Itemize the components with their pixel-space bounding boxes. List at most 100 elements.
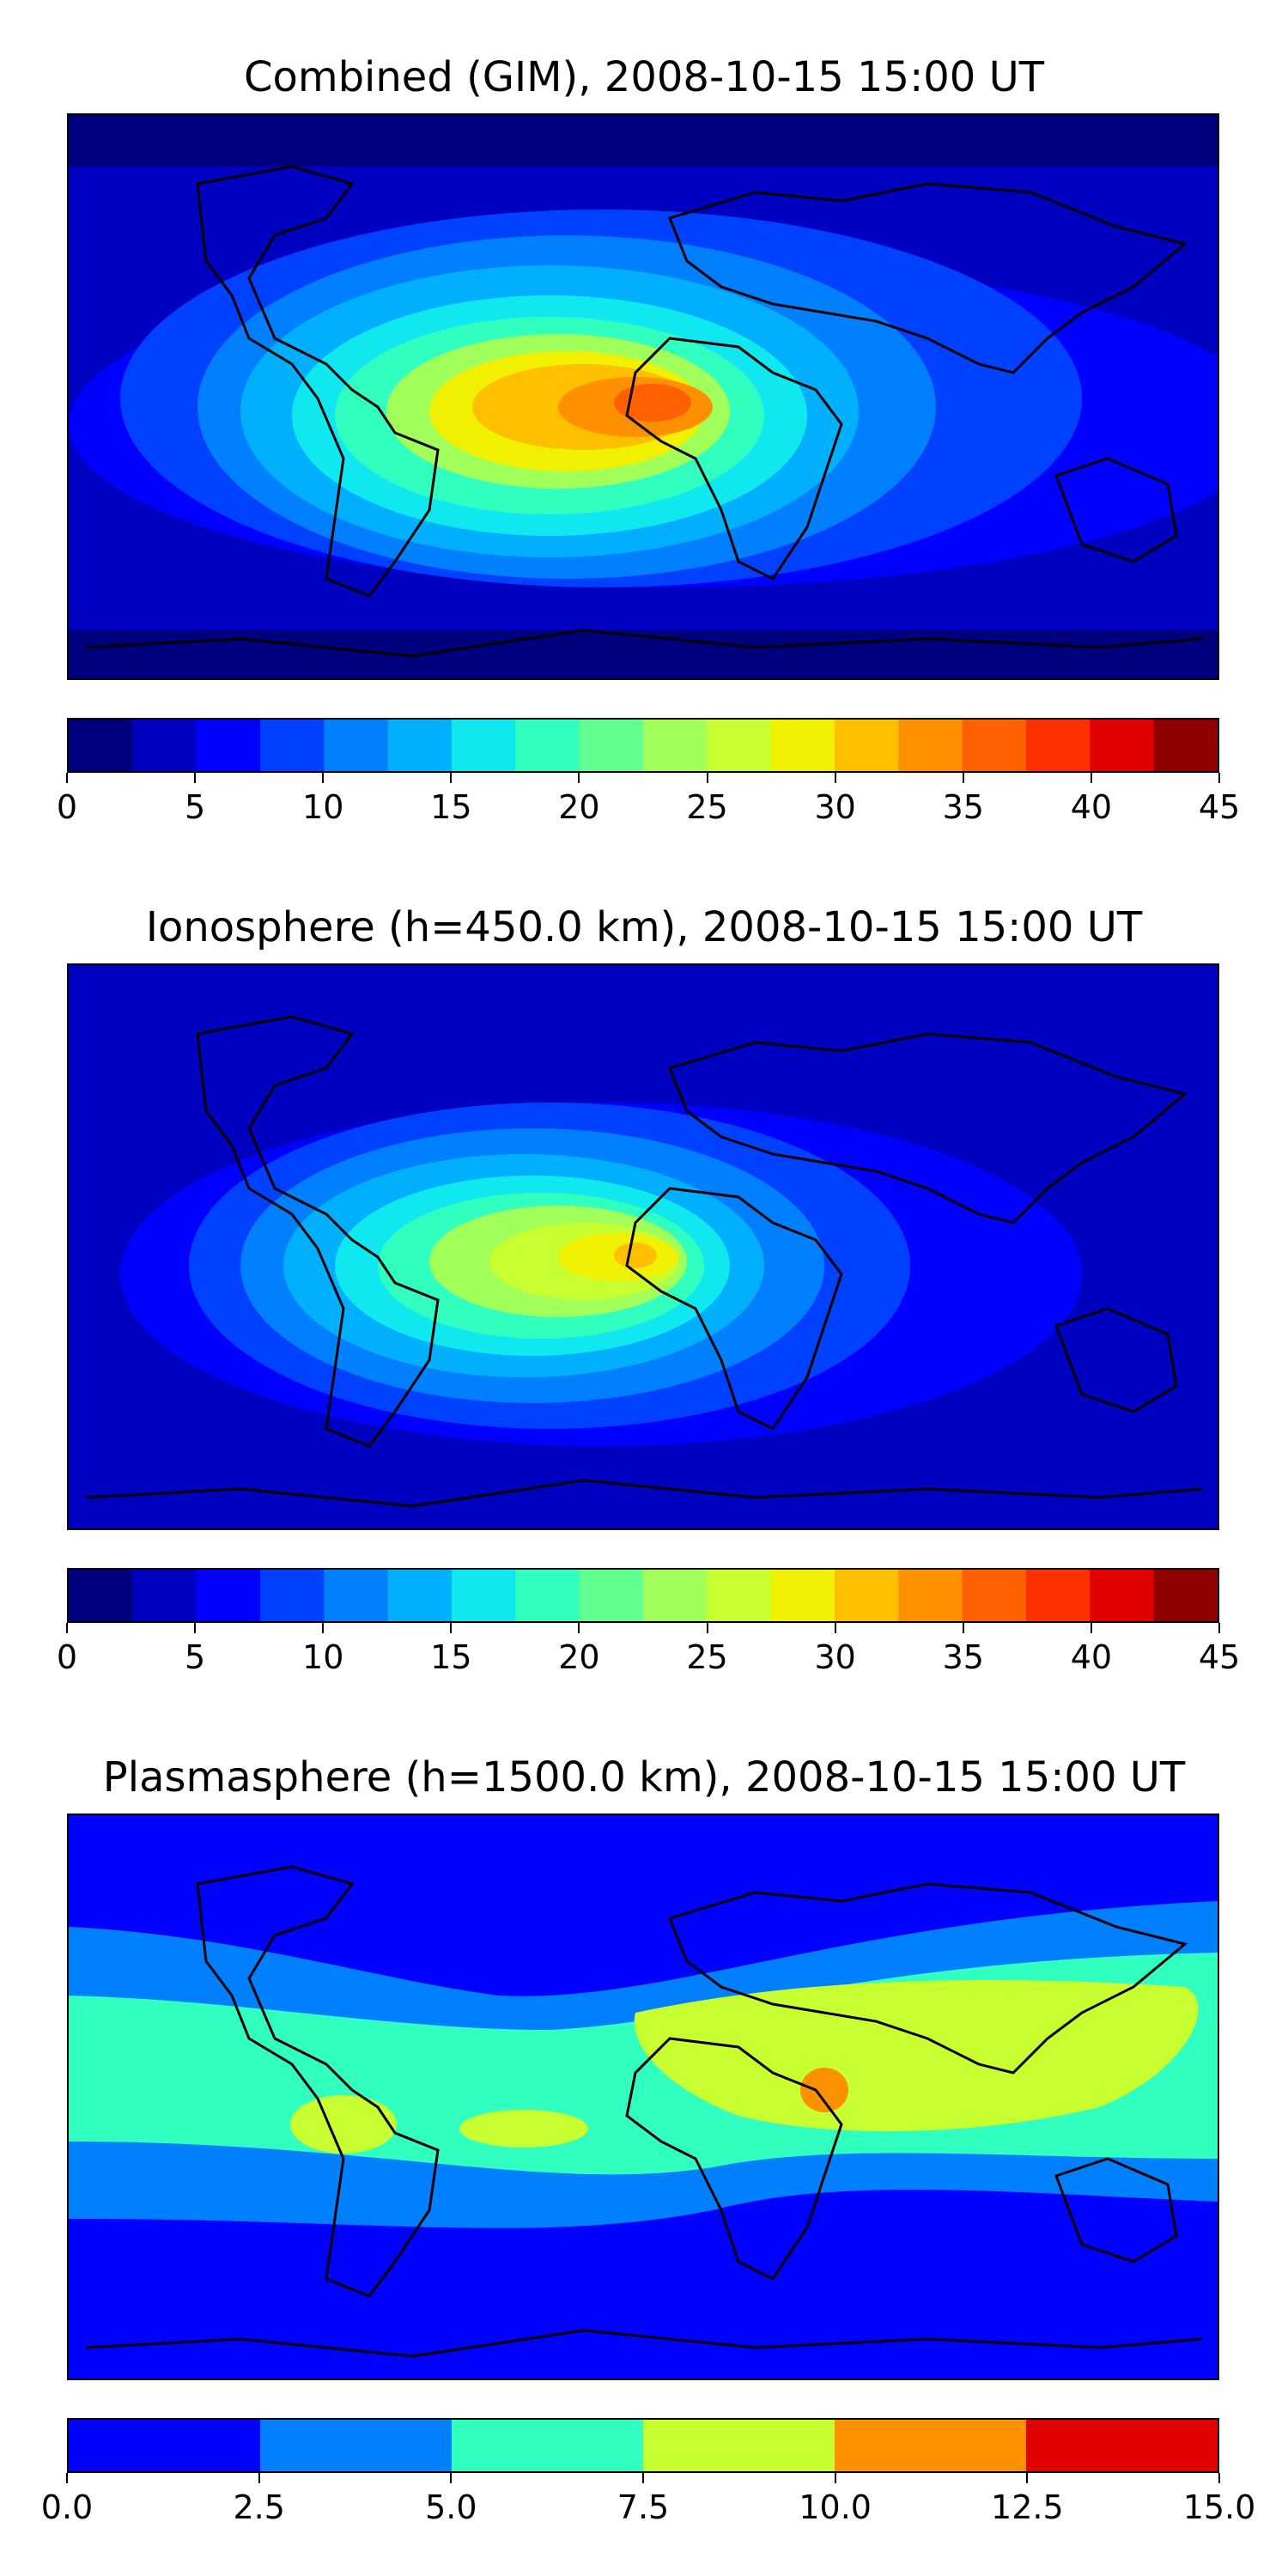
colorbar-segment — [69, 1570, 133, 1621]
colorbar-tick-label: 10.0 — [799, 2488, 872, 2526]
colorbar-segment — [1090, 720, 1155, 771]
colorbar-tick — [1218, 2473, 1220, 2483]
colorbar-tick — [322, 1623, 325, 1633]
colorbar-segment — [196, 720, 261, 771]
colorbar-segment — [324, 720, 389, 771]
colorbar-segment — [707, 720, 772, 771]
region-pacific-patch — [290, 2095, 397, 2154]
chart-title-plasmasphere: Plasmasphere (h=1500.0 km), 2008-10-15 1… — [102, 1753, 1186, 1801]
colorbar-combined — [67, 718, 1219, 773]
colorbar-segment — [707, 1570, 772, 1621]
colorbar-segment — [1090, 1570, 1155, 1621]
colorbar-segment — [387, 1570, 453, 1621]
colorbar-tick-label: 35 — [942, 1638, 984, 1676]
colorbar-segment — [69, 2420, 261, 2471]
colorbar-segment — [835, 720, 899, 771]
colorbar-tick-label: 25 — [686, 1638, 728, 1676]
colorbar-segment — [69, 720, 133, 771]
colorbar-tick-label: 20 — [558, 788, 600, 826]
colorbar-ionosphere-svg — [69, 1570, 1218, 1621]
colorbar-tick — [578, 1623, 580, 1633]
colorbar-tick — [194, 1623, 197, 1633]
colorbar-segment — [643, 720, 708, 771]
colorbar-segment — [898, 720, 963, 771]
colorbar-tick — [962, 1623, 964, 1633]
colorbar-segment — [196, 1570, 261, 1621]
colorbar-segment — [452, 2420, 644, 2471]
colorbar-tick-label: 5 — [185, 788, 206, 826]
colorbar-segment — [835, 1570, 899, 1621]
colorbar-tick — [66, 2473, 68, 2483]
chart-title-combined: Combined (GIM), 2008-10-15 15:00 UT — [243, 53, 1045, 101]
colorbar-segment — [260, 1570, 325, 1621]
colorbar-tick — [962, 773, 964, 783]
colorbar-tick — [1026, 2473, 1029, 2483]
region-peak — [614, 384, 691, 422]
colorbar-tick — [1090, 1623, 1092, 1633]
colorbar-tick-label: 0.0 — [40, 2488, 94, 2526]
colorbar-tick — [834, 1623, 836, 1633]
coastlines — [85, 1865, 1203, 2358]
colorbar-segment — [835, 2420, 1027, 2471]
map-plasmasphere-svg — [69, 1815, 1218, 2379]
colorbar-segment — [1153, 1570, 1218, 1621]
colorbar-segment — [1153, 720, 1218, 771]
colorbar-tick-label: 0 — [56, 1638, 78, 1676]
colorbar-tick-label: 12.5 — [991, 2488, 1064, 2526]
colorbar-tick-label: 10 — [302, 1638, 344, 1676]
colorbar-segment — [1026, 2420, 1218, 2471]
colorbar-tick-label: 30 — [814, 1638, 856, 1676]
region-south-america-patch — [459, 2110, 588, 2148]
coastlines — [85, 165, 1203, 658]
colorbar-tick — [578, 773, 580, 783]
colorbar-segment — [579, 720, 644, 771]
colorbar-tick — [1218, 1623, 1220, 1633]
colorbar-tick-label: 40 — [1070, 1638, 1113, 1676]
colorbar-tick — [706, 1623, 708, 1633]
colorbar-tick-label: 15 — [430, 788, 472, 826]
colorbar-tick — [450, 773, 453, 783]
colorbar-segment — [387, 720, 453, 771]
colorbar-tick — [642, 2473, 644, 2483]
colorbar-segment — [132, 1570, 197, 1621]
colorbar-tick-label: 2.5 — [233, 2488, 285, 2526]
map-plasmasphere — [67, 1814, 1219, 2380]
colorbar-segment — [324, 1570, 389, 1621]
colorbar-tick — [450, 2473, 453, 2483]
colorbar-tick — [1090, 773, 1092, 783]
colorbar-plasmasphere-svg — [69, 2420, 1218, 2471]
colorbar-tick-label: 5.0 — [425, 2488, 477, 2526]
map-combined-svg — [69, 115, 1218, 678]
coastlines — [85, 1015, 1203, 1508]
colorbar-tick-label: 0 — [56, 788, 78, 826]
colorbar-segment — [643, 2420, 835, 2471]
colorbar-ticks-combined: 0 5 10 15 20 25 30 35 40 45 — [57, 773, 1240, 833]
colorbar-ticks-plasmasphere: 0.0 2.5 5.0 7.5 10.0 12.5 15.0 — [41, 2473, 1255, 2533]
region-antarctic — [69, 630, 1218, 678]
colorbar-tick-label: 7.5 — [617, 2488, 670, 2526]
colorbar-segment — [643, 1570, 708, 1621]
map-combined — [67, 113, 1219, 680]
colorbar-tick — [450, 1623, 453, 1633]
colorbar-tick-label: 45 — [1198, 788, 1241, 826]
colorbar-tick — [1218, 773, 1220, 783]
colorbar-segment — [515, 720, 580, 771]
colorbar-tick-label: 15.0 — [1182, 2488, 1256, 2526]
colorbar-segment — [452, 720, 516, 771]
region-east-africa-peak — [800, 2068, 848, 2112]
colorbar-tick-label: 30 — [814, 788, 856, 826]
colorbar-segment — [132, 720, 197, 771]
colorbar-tick — [194, 773, 197, 783]
colorbar-segment — [1026, 1570, 1091, 1621]
colorbar-tick — [66, 773, 68, 783]
colorbar-tick-label: 20 — [558, 1638, 600, 1676]
colorbar-segment — [770, 720, 835, 771]
chart-title-ionosphere: Ionosphere (h=450.0 km), 2008-10-15 15:0… — [145, 903, 1143, 951]
colorbar-tick — [258, 2473, 260, 2483]
region-peak — [614, 1242, 657, 1268]
map-ionosphere-svg — [69, 965, 1218, 1528]
colorbar-tick-label: 45 — [1198, 1638, 1241, 1676]
colorbar-tick — [322, 773, 325, 783]
colorbar-segment — [898, 1570, 963, 1621]
colorbar-tick — [834, 2473, 836, 2483]
